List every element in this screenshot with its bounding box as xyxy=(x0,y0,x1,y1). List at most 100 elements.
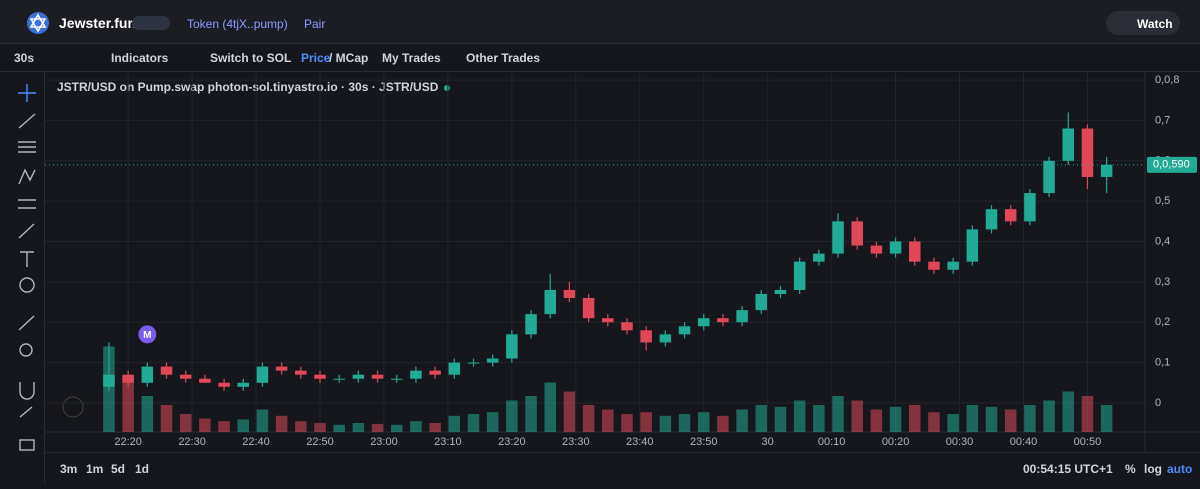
candle-body xyxy=(199,378,211,383)
trade-marker xyxy=(138,325,157,344)
volume-bar xyxy=(755,405,768,432)
y-tick-label: 0,0,8 xyxy=(1155,74,1179,86)
candle-body xyxy=(103,374,115,387)
pair-link[interactable]: Pair xyxy=(304,17,326,31)
candle-body xyxy=(486,358,499,363)
volume-bar xyxy=(544,382,556,432)
tv-logo xyxy=(62,396,84,418)
my-trades[interactable]: My Trades xyxy=(382,51,441,65)
candle-body xyxy=(410,370,422,379)
range[interactable]: 1d xyxy=(135,462,150,476)
volume-bar xyxy=(813,405,825,432)
chart: JSTR/USD on Pump.swap photon-sol.tinyast… xyxy=(45,72,1200,452)
candle-body xyxy=(1043,160,1055,194)
y-tick-label: 0,1 xyxy=(1155,356,1170,368)
volume-bar xyxy=(506,400,518,432)
volume-bar xyxy=(717,415,729,432)
y-tick-label: 0,3 xyxy=(1155,276,1170,288)
badges xyxy=(132,16,170,30)
status-dot xyxy=(444,85,450,91)
candle-body xyxy=(544,289,556,315)
candle-body xyxy=(563,289,576,299)
volume-bar xyxy=(179,414,192,432)
log-toggle[interactable]: log xyxy=(1144,462,1162,476)
candle-body xyxy=(467,362,480,364)
x-tick-label: 00:40 xyxy=(1010,436,1038,448)
volume-bar xyxy=(410,421,422,432)
trade-marker-label: M xyxy=(143,330,151,341)
y-tick-label: 0,7 xyxy=(1155,114,1170,126)
candle-body xyxy=(237,382,250,387)
candle-body xyxy=(678,326,691,335)
other-trades[interactable]: Other Trades xyxy=(466,51,541,65)
switch-currency[interactable]: Switch to SOL xyxy=(210,51,292,65)
indicators[interactable]: Indicators xyxy=(111,51,169,65)
volume-bar xyxy=(889,406,902,432)
y-tick-label: 0,2 xyxy=(1155,316,1170,328)
volume-bar xyxy=(371,423,384,432)
candle-body xyxy=(218,382,230,387)
range[interactable]: 5d xyxy=(111,462,126,476)
range[interactable]: 1m xyxy=(86,462,104,476)
volume-bar xyxy=(160,405,173,432)
volume-bar xyxy=(678,414,691,432)
candle-body xyxy=(966,229,979,262)
token-link[interactable]: Token (4tjX..pump) xyxy=(187,17,288,31)
x-tick-label: 23:00 xyxy=(370,436,398,448)
volume-bar xyxy=(390,424,403,432)
candle-body xyxy=(506,334,518,359)
logo xyxy=(27,12,49,34)
volume-bar xyxy=(832,396,844,432)
volume-bar xyxy=(429,423,441,432)
x-tick-label: 23:30 xyxy=(562,436,590,448)
volume-bar xyxy=(1024,405,1036,432)
candle-body xyxy=(813,253,825,262)
candle-body xyxy=(851,221,863,246)
candle-body xyxy=(947,261,959,270)
volume-bar xyxy=(467,414,480,432)
volume-bar xyxy=(1004,409,1017,432)
candle-body xyxy=(141,366,154,383)
percent-toggle[interactable]: % xyxy=(1125,462,1136,476)
volume-bar xyxy=(966,405,979,432)
candle-body xyxy=(755,293,768,311)
candle-body xyxy=(525,314,537,335)
candle-body xyxy=(314,374,326,379)
watch-button[interactable]: Watch xyxy=(1106,11,1180,35)
candle-body xyxy=(889,241,902,254)
volume-bar xyxy=(448,415,461,432)
candle-body xyxy=(659,334,672,343)
volume-bar xyxy=(218,421,230,432)
candle-body xyxy=(832,221,844,254)
x-tick-label: 22:20 xyxy=(114,436,142,448)
candle-body xyxy=(793,261,806,290)
range[interactable]: 3m xyxy=(60,462,78,476)
x-tick-label: 22:30 xyxy=(178,436,206,448)
candle-body xyxy=(602,318,614,323)
volume-bar xyxy=(275,415,288,432)
volume-bar xyxy=(333,424,345,432)
volume-bar xyxy=(602,409,614,432)
auto-toggle[interactable]: auto xyxy=(1167,462,1193,476)
candle-body xyxy=(160,366,173,375)
x-tick-label: 22:40 xyxy=(242,436,270,448)
candle-body xyxy=(371,374,384,379)
volume-bar xyxy=(582,405,595,432)
candle-body xyxy=(429,370,441,375)
candle-body xyxy=(256,366,269,383)
tool-icons xyxy=(18,84,36,451)
volume-bar xyxy=(947,414,959,432)
price-toggle[interactable]: Price xyxy=(301,51,331,65)
volume-bar xyxy=(1081,396,1094,432)
chart-legend: JSTR/USD on Pump.swap photon-sol.tinyast… xyxy=(57,80,439,94)
volume-bar xyxy=(122,378,134,432)
volume-bar xyxy=(851,400,863,432)
interval[interactable]: 30s xyxy=(14,51,35,65)
candle-body xyxy=(1062,128,1075,161)
mcap-toggle[interactable]: / MCap xyxy=(329,51,369,65)
x-tick-label: 30 xyxy=(762,436,774,448)
x-tick-label: 22:50 xyxy=(306,436,334,448)
candle-body xyxy=(985,209,998,230)
volume-bar xyxy=(199,418,211,432)
